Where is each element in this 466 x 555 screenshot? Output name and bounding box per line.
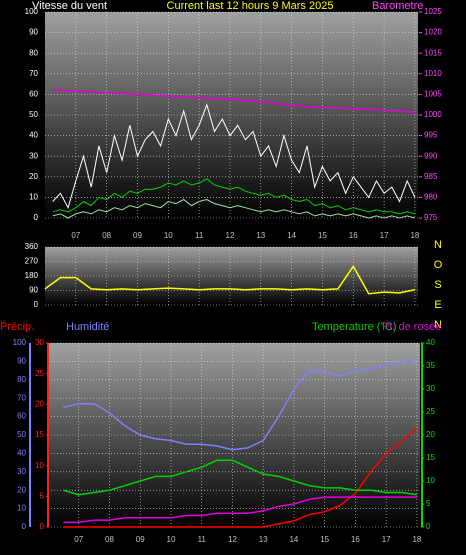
y-tick-label: 80 — [17, 375, 26, 384]
y-tick-label: 40 — [17, 449, 26, 458]
y-label: Vitesse du vent — [32, 0, 107, 12]
y-tick-label: 80 — [29, 48, 38, 57]
y-tick-label: 90 — [29, 28, 38, 37]
series-line — [63, 358, 418, 451]
x-tick-label: 17 — [380, 231, 389, 240]
y-tick-label: 20 — [29, 172, 38, 181]
y-tick-label: 10 — [426, 476, 435, 485]
y-tick-label: 270 — [25, 257, 39, 266]
y-tick-label: 70 — [29, 69, 38, 78]
x-tick-label: 11 — [198, 535, 207, 544]
series-line — [63, 496, 417, 524]
y-tick-label: 40 — [29, 131, 38, 140]
y-tick-label: 0 — [22, 522, 27, 531]
x-tick-label: 14 — [287, 231, 296, 240]
x-tick-label: 10 — [167, 535, 176, 544]
legend-entry: Temperature (°C) — [312, 321, 396, 333]
x-tick-label: 13 — [259, 535, 268, 544]
y-tick-label: 15 — [426, 453, 435, 462]
y-tick-label: 1025 — [424, 7, 442, 16]
x-tick-label: 17 — [382, 535, 391, 544]
series-line — [52, 198, 416, 219]
y-tick-label: 0 — [34, 300, 39, 309]
y-tick-label: 10 — [29, 193, 38, 202]
y-tick-label: 20 — [426, 430, 435, 439]
x-tick-label: 12 — [228, 535, 237, 544]
compass-label: N — [434, 239, 442, 251]
series-line — [52, 178, 416, 215]
y-tick-label: 30 — [35, 338, 44, 347]
series-line — [44, 264, 416, 295]
y-tick-label: 975 — [424, 213, 438, 222]
y-tick-label: 180 — [25, 271, 39, 280]
y-tick-label: 35 — [426, 361, 435, 370]
y-tick-label: 50 — [17, 430, 26, 439]
y-tick-label: 30 — [17, 467, 26, 476]
x-tick-label: 18 — [410, 231, 419, 240]
y-tick-label: 995 — [424, 131, 438, 140]
x-tick-label: 16 — [351, 535, 360, 544]
y-tick-label: 1005 — [424, 90, 442, 99]
y-tick-label: 10 — [17, 504, 26, 513]
y-tick-label: 70 — [17, 393, 26, 402]
compass-label: E — [434, 299, 441, 311]
compass-label: N — [434, 319, 442, 331]
y-tick-label: 1010 — [424, 69, 442, 78]
y-tick-label: 985 — [424, 172, 438, 181]
y-tick-label: 5 — [40, 491, 45, 500]
legend-entry: Précip. — [0, 321, 34, 333]
y-tick-label: 100 — [25, 7, 39, 16]
x-tick-label: 09 — [133, 231, 142, 240]
compass-label: S — [434, 279, 441, 291]
y-tick-label: 1015 — [424, 48, 442, 57]
x-tick-label: 16 — [349, 231, 358, 240]
y2-label: Barometre — [372, 0, 423, 12]
y-tick-label: 1020 — [424, 28, 442, 37]
y-tick-label: 90 — [17, 357, 26, 366]
y-tick-label: 1000 — [424, 110, 442, 119]
y-tick-label: 20 — [17, 485, 26, 494]
y-tick-label: 5 — [426, 499, 431, 508]
y-tick-label: 25 — [35, 369, 44, 378]
y-tick-label: 0 — [426, 522, 431, 531]
y-tick-label: 40 — [426, 338, 435, 347]
y-tick-label: 60 — [17, 412, 26, 421]
y-tick-label: 990 — [424, 151, 438, 160]
x-tick-label: 08 — [102, 231, 111, 240]
chart-title: Current last 12 hours 9 Mars 2025 — [167, 0, 334, 12]
y-tick-label: 50 — [29, 110, 38, 119]
series-line — [63, 459, 418, 496]
y-tick-label: 30 — [29, 151, 38, 160]
y-tick-label: 980 — [424, 193, 438, 202]
x-tick-label: 09 — [136, 535, 145, 544]
x-tick-label: 18 — [412, 535, 421, 544]
y-tick-label: 60 — [29, 90, 38, 99]
x-tick-label: 15 — [320, 535, 329, 544]
y-tick-label: 0 — [40, 522, 45, 531]
x-tick-label: 15 — [318, 231, 327, 240]
y-tick-label: 10 — [35, 461, 44, 470]
x-tick-label: 13 — [256, 231, 265, 240]
x-tick-label: 10 — [164, 231, 173, 240]
y-tick-label: 360 — [25, 242, 39, 251]
series-line — [52, 89, 415, 114]
legend-entry: Pt. de rosée — [382, 321, 441, 333]
x-tick-label: 14 — [289, 535, 298, 544]
x-tick-label: 08 — [105, 535, 114, 544]
x-tick-label: 07 — [71, 231, 80, 240]
y-tick-label: 25 — [426, 407, 435, 416]
x-tick-label: 07 — [74, 535, 83, 544]
y-tick-label: 100 — [13, 338, 27, 347]
y-tick-label: 20 — [35, 399, 44, 408]
y-tick-label: 15 — [35, 430, 44, 439]
y-tick-label: 0 — [34, 213, 39, 222]
y-tick-label: 90 — [29, 286, 38, 295]
x-tick-label: 12 — [226, 231, 235, 240]
y-tick-label: 30 — [426, 384, 435, 393]
compass-label: O — [434, 259, 443, 271]
x-tick-label: 11 — [195, 231, 204, 240]
series-line — [52, 103, 416, 210]
legend-entry: Humidité — [66, 321, 109, 333]
